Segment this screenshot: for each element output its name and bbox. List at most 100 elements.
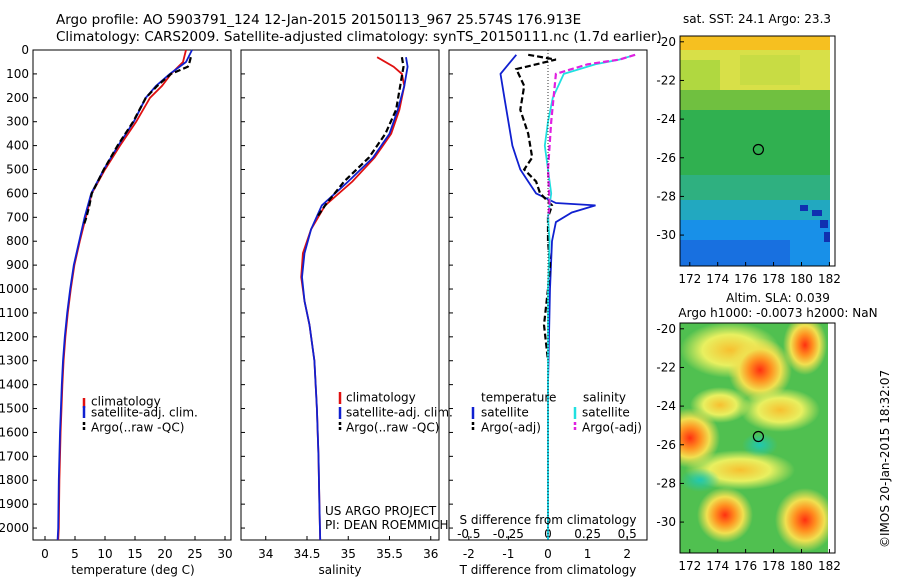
y-tick-label: 700 bbox=[6, 210, 29, 224]
map-y-tick-label: -28 bbox=[656, 476, 676, 490]
map-y-tick-label: -24 bbox=[656, 112, 676, 126]
t-difference-axis-label: T difference from climatology bbox=[459, 563, 637, 577]
imos-timestamp: ©IMOS 20-Jan-2015 18:32:07 bbox=[878, 369, 892, 548]
map-y-tick-label: -30 bbox=[656, 228, 676, 242]
s-difference-axis-label: S difference from climatology bbox=[460, 513, 637, 527]
legend-label-satellite-adj: satellite-adj. clim. bbox=[91, 406, 198, 420]
sla-heatmap bbox=[680, 323, 835, 553]
map-x-tick-label: 172 bbox=[678, 272, 701, 286]
map-y-tick-label: -22 bbox=[656, 360, 676, 374]
sla-map-subtitle: Argo h1000: -0.0073 h2000: NaN bbox=[678, 306, 877, 320]
y-tick-label: 300 bbox=[6, 115, 29, 129]
map-y-tick-label: -24 bbox=[656, 399, 676, 413]
legend-label-t-argo: Argo(-adj) bbox=[481, 421, 541, 435]
salinity-legend: climatology satellite-adj. clim. Argo(..… bbox=[338, 391, 453, 435]
legend-label-climatology: climatology bbox=[346, 391, 416, 405]
legend-label-s-satellite: satellite bbox=[582, 406, 630, 420]
x-tick-label: -1 bbox=[502, 547, 514, 561]
salinity-axis-label: salinity bbox=[318, 563, 361, 577]
legend-header-salinity: salinity bbox=[583, 391, 626, 405]
series-line-satellite-adj-clim bbox=[301, 57, 409, 541]
y-tick-label: 1000 bbox=[0, 282, 29, 296]
s-tick-label: -0.25 bbox=[493, 527, 524, 541]
map-y-tick-label: -26 bbox=[656, 438, 676, 452]
y-tick-label: 1200 bbox=[0, 330, 29, 344]
y-tick-label: 1900 bbox=[0, 497, 29, 511]
series-line-argo-adj bbox=[546, 53, 636, 218]
y-tick-label: 2000 bbox=[0, 521, 29, 535]
map-y-tick-label: -28 bbox=[656, 189, 676, 203]
legend-header-temperature: temperature bbox=[481, 391, 556, 405]
y-tick-label: 900 bbox=[6, 258, 29, 272]
x-tick-label: 36 bbox=[423, 547, 438, 561]
s-tick-label: 0.5 bbox=[618, 527, 637, 541]
x-tick-label: 0 bbox=[544, 547, 552, 561]
series-line-satellite bbox=[543, 53, 636, 540]
sla-map-frame bbox=[679, 322, 836, 554]
map-y-tick-label: -20 bbox=[656, 35, 676, 49]
sst-heatmap bbox=[680, 36, 835, 266]
y-tick-label: 1400 bbox=[0, 378, 29, 392]
legend-label-argo: Argo(..raw -QC) bbox=[91, 421, 184, 435]
map-y-tick-label: -30 bbox=[656, 515, 676, 529]
map-y-tick-label: -26 bbox=[656, 151, 676, 165]
difference-legend: temperature salinity satellite Argo(-adj… bbox=[471, 391, 642, 435]
temperature-legend: climatology satellite-adj. clim. Argo(..… bbox=[82, 395, 198, 435]
sst-map-title: sat. SST: 24.1 Argo: 23.3 bbox=[683, 12, 831, 26]
x-tick-label: 35 bbox=[341, 547, 356, 561]
series-line-satellite bbox=[499, 54, 596, 540]
x-tick-label: 2 bbox=[623, 547, 631, 561]
y-tick-label: 100 bbox=[6, 67, 29, 81]
y-tick-label: 1500 bbox=[0, 402, 29, 416]
temperature-axis-label: temperature (deg C) bbox=[71, 563, 194, 577]
map-x-tick-label: 174 bbox=[706, 559, 729, 573]
map-x-tick-label: 180 bbox=[790, 272, 813, 286]
x-tick-label: 34.5 bbox=[294, 547, 321, 561]
credit-line-2: PI: DEAN ROEMMICH bbox=[325, 518, 448, 532]
title-line-1: Argo profile: AO 5903791_124 12-Jan-2015… bbox=[56, 12, 582, 28]
temperature-panel-frame bbox=[32, 49, 232, 541]
y-tick-label: 600 bbox=[6, 186, 29, 200]
y-tick-label: 1600 bbox=[0, 425, 29, 439]
sla-map-title: Altim. SLA: 0.039 bbox=[726, 291, 830, 305]
legend-label-s-argo: Argo(-adj) bbox=[582, 421, 642, 435]
y-tick-label: 800 bbox=[6, 234, 29, 248]
x-tick-label: 1 bbox=[584, 547, 592, 561]
x-tick-label: 30 bbox=[217, 547, 232, 561]
y-tick-label: 500 bbox=[6, 163, 29, 177]
map-x-tick-label: 176 bbox=[734, 559, 757, 573]
x-tick-label: 15 bbox=[127, 547, 142, 561]
y-tick-label: 400 bbox=[6, 139, 29, 153]
sst-map-frame bbox=[679, 35, 836, 267]
legend-label-satellite-adj: satellite-adj. clim. bbox=[346, 406, 453, 420]
legend-label-argo: Argo(..raw -QC) bbox=[346, 421, 439, 435]
map-x-tick-label: 172 bbox=[678, 559, 701, 573]
series-line-climatology bbox=[300, 56, 406, 541]
s-tick-label: -0.5 bbox=[457, 527, 480, 541]
x-tick-label: 10 bbox=[97, 547, 112, 561]
credit-line-1: US ARGO PROJECT bbox=[325, 504, 437, 518]
y-tick-label: 1300 bbox=[0, 354, 29, 368]
map-x-tick-label: 178 bbox=[762, 559, 785, 573]
x-tick-label: 34 bbox=[258, 547, 273, 561]
map-x-tick-label: 176 bbox=[734, 272, 757, 286]
map-x-tick-label: 180 bbox=[790, 559, 813, 573]
sst-argo-marker bbox=[752, 143, 765, 156]
series-line-argo-raw-qc bbox=[82, 56, 192, 225]
x-tick-label: 25 bbox=[187, 547, 202, 561]
x-tick-label: 5 bbox=[71, 547, 79, 561]
series-line-satellite-adj-clim bbox=[56, 49, 193, 541]
y-tick-label: 1100 bbox=[0, 306, 29, 320]
series-line-climatology bbox=[57, 49, 187, 541]
sla-argo-marker bbox=[752, 430, 765, 443]
map-x-tick-label: 178 bbox=[762, 272, 785, 286]
map-x-tick-label: 182 bbox=[818, 559, 841, 573]
y-tick-label: 0 bbox=[21, 43, 29, 57]
x-tick-label: 0 bbox=[41, 547, 49, 561]
y-tick-label: 200 bbox=[6, 91, 29, 105]
series-line-argo-raw-qc bbox=[315, 57, 405, 218]
map-x-tick-label: 174 bbox=[706, 272, 729, 286]
map-x-tick-label: 182 bbox=[818, 272, 841, 286]
x-tick-label: -2 bbox=[463, 547, 475, 561]
